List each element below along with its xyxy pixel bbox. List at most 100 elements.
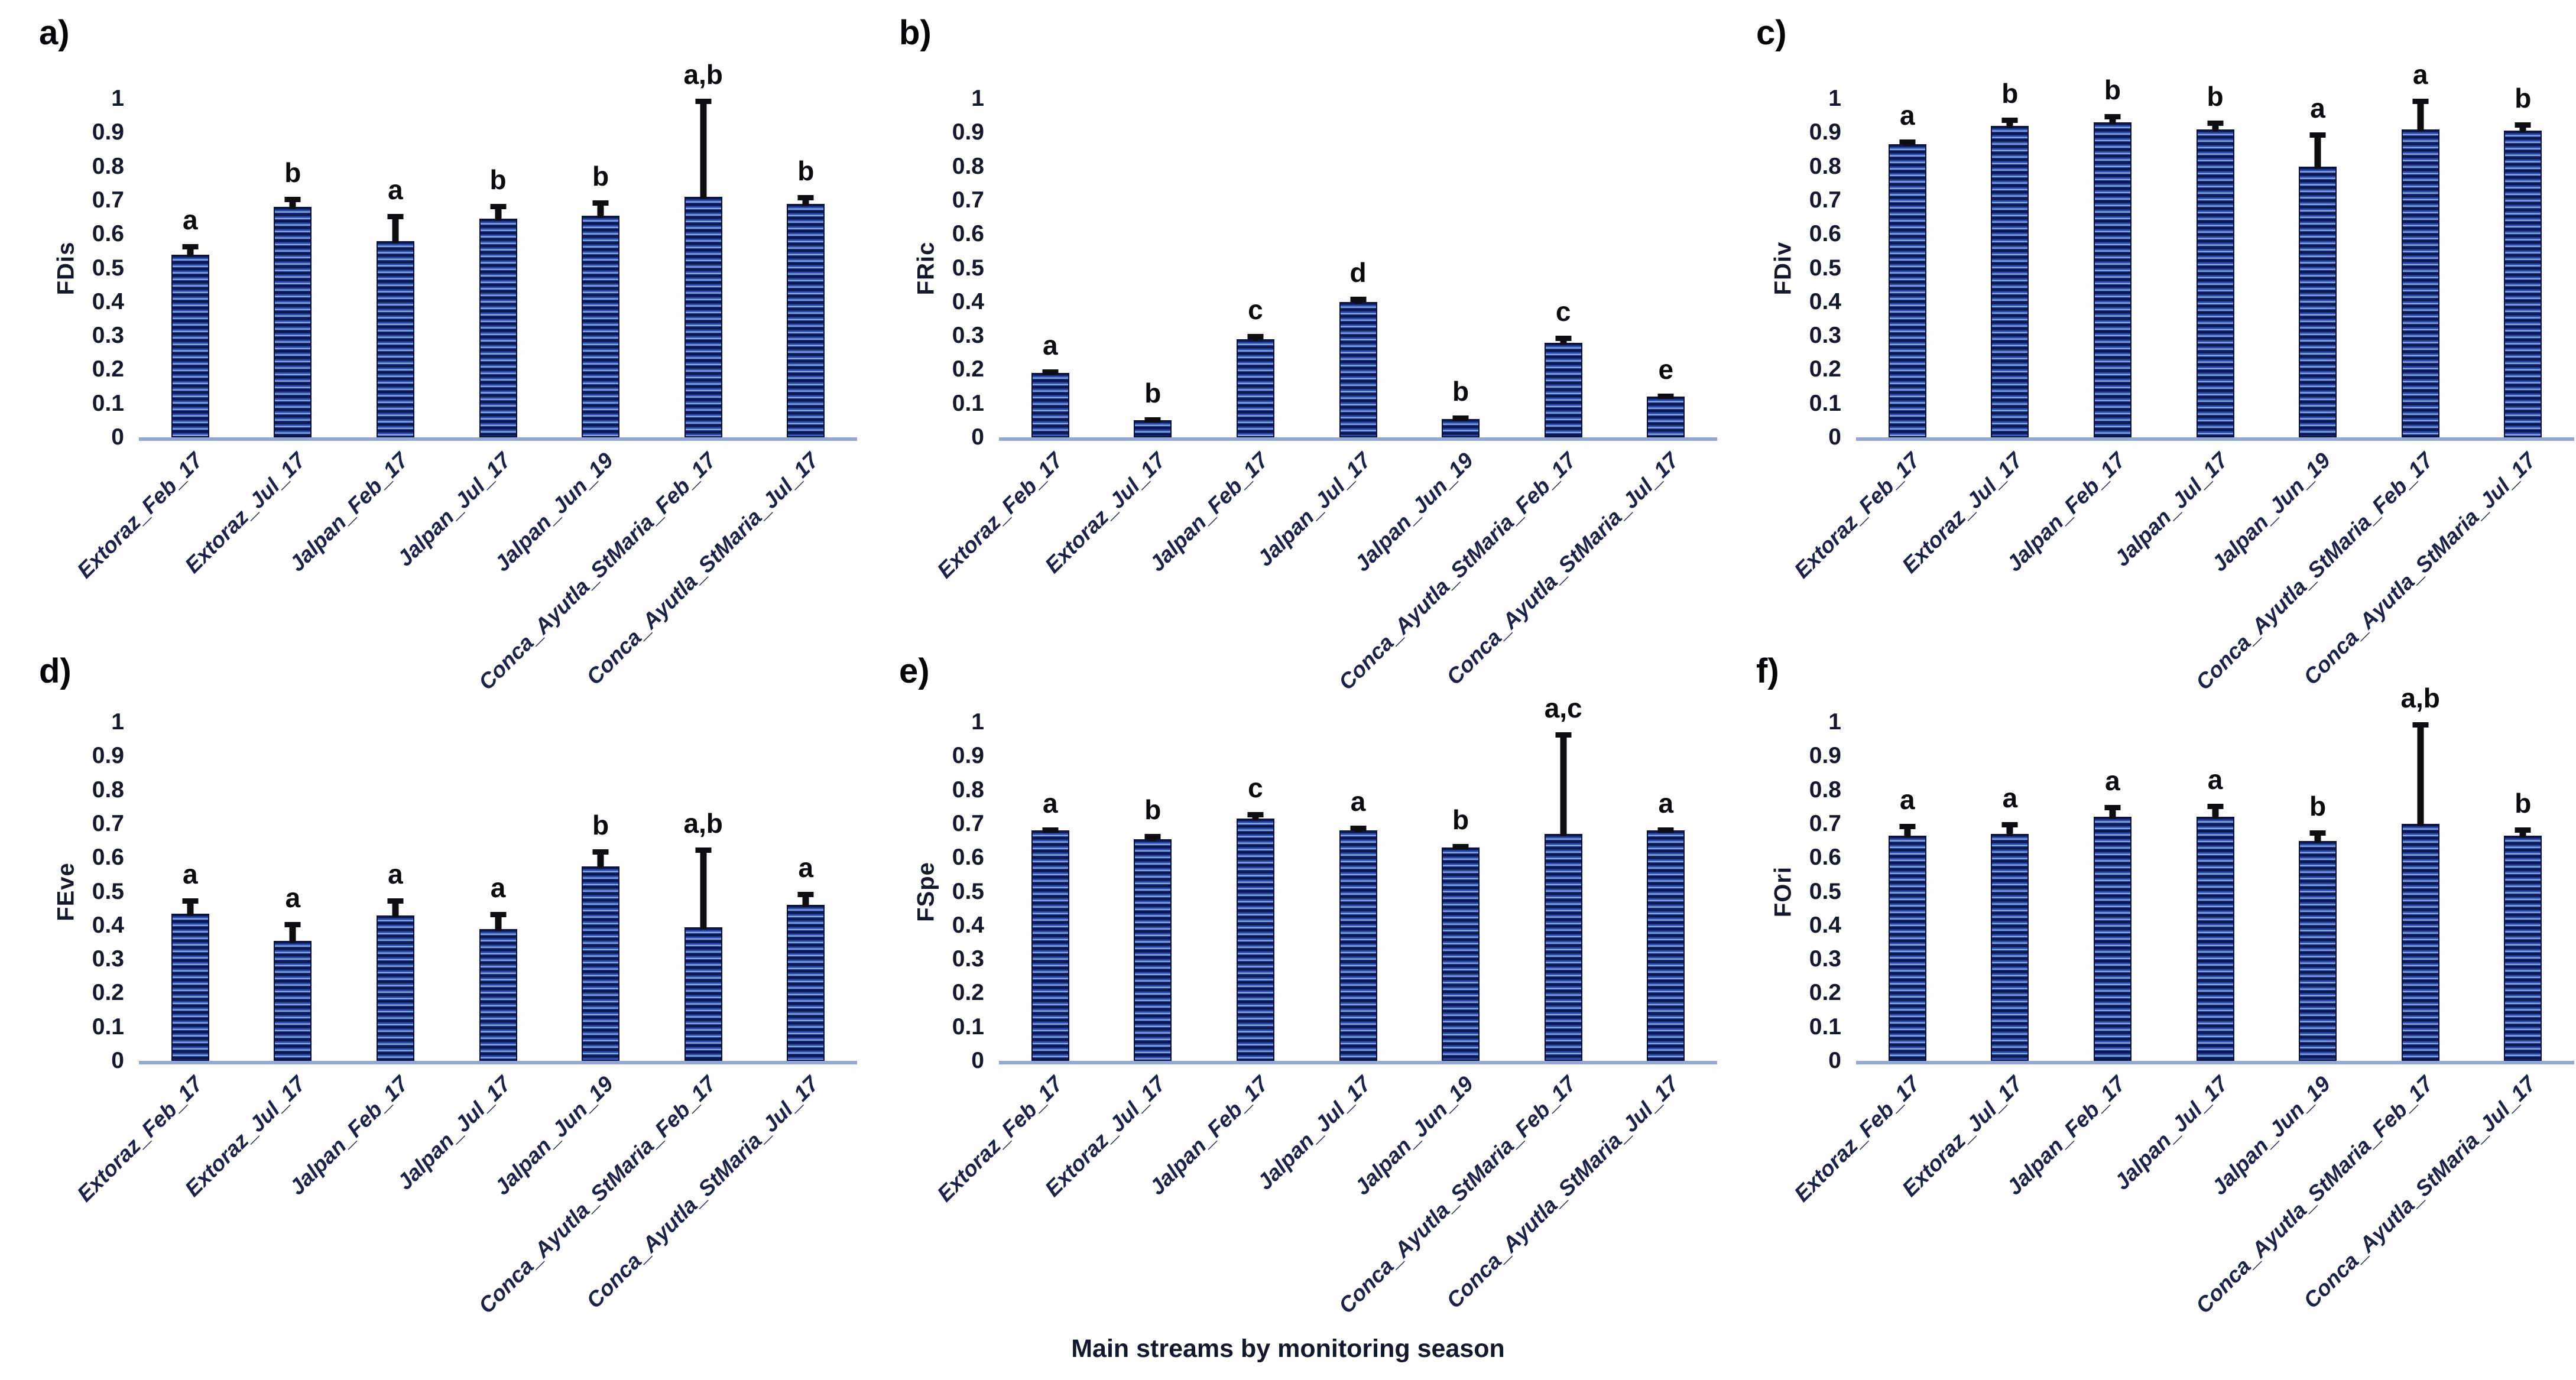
error-bar-line bbox=[289, 197, 296, 209]
y-tick-label: 1 bbox=[1828, 86, 1841, 111]
bar bbox=[1339, 301, 1377, 437]
y-tick-label: 0.1 bbox=[952, 390, 984, 416]
bar bbox=[1991, 834, 2029, 1061]
y-tick-label: 0.5 bbox=[92, 255, 124, 281]
y-tick-label: 0.9 bbox=[952, 743, 984, 769]
bar-group: a Jalpan_Jun_19 bbox=[2207, 95, 2369, 576]
bar-group: a Extoraz_Jul_17 bbox=[180, 722, 345, 1202]
bar bbox=[684, 197, 722, 437]
bar-group: a,c Conca_Ayutla_StMaria_Feb_17 bbox=[1334, 694, 1615, 1318]
y-tick-label: 0.7 bbox=[92, 810, 124, 836]
y-tick-label: 0.3 bbox=[952, 946, 984, 972]
error-bar-cap bbox=[2515, 827, 2531, 833]
bar-group: d Jalpan_Jul_17 bbox=[1253, 99, 1410, 571]
significance-letter: c bbox=[1248, 294, 1263, 326]
panel-letter: e) bbox=[899, 652, 930, 690]
y-tick-label: 0 bbox=[111, 424, 124, 450]
significance-letter: c bbox=[1248, 772, 1263, 803]
error-bar-cap bbox=[1042, 369, 1059, 375]
bar-group: a Conca_Ayutla_StMaria_Jul_17 bbox=[1442, 722, 1717, 1313]
error-bar-line bbox=[495, 911, 502, 931]
error-bar-line bbox=[187, 244, 194, 256]
y-tick-label: 0.9 bbox=[952, 119, 984, 145]
y-tick-label: 0.8 bbox=[92, 777, 124, 803]
significance-letter: b bbox=[2104, 74, 2121, 105]
significance-letter: a bbox=[2105, 765, 2120, 797]
panel-letter: d) bbox=[39, 652, 72, 690]
bar-group: a Jalpan_Feb_17 bbox=[284, 722, 447, 1200]
significance-letter: a bbox=[2002, 782, 2018, 814]
significance-letter: a bbox=[1899, 99, 1915, 131]
error-bar-cap bbox=[2104, 805, 2121, 811]
bar bbox=[274, 207, 312, 437]
bar-group: b Jalpan_Jul_17 bbox=[392, 99, 550, 571]
error-bar-cap bbox=[1657, 827, 1674, 833]
error-bar-line bbox=[597, 849, 604, 868]
bar-group: b Extoraz_Jul_17 bbox=[1897, 80, 2062, 578]
error-bar-cap bbox=[592, 849, 609, 855]
bar bbox=[2299, 166, 2337, 437]
bar bbox=[1888, 835, 1926, 1061]
significance-letter: b bbox=[1452, 375, 1469, 407]
error-bar-line bbox=[700, 848, 707, 929]
significance-letter: b bbox=[284, 157, 301, 189]
bar-group: c Conca_Ayutla_StMaria_Feb_17 bbox=[1334, 99, 1615, 694]
y-tick-label: 0.6 bbox=[92, 221, 124, 247]
error-bar-line bbox=[392, 213, 399, 243]
significance-letter: b bbox=[1144, 794, 1162, 826]
significance-letter: a bbox=[285, 882, 301, 914]
significance-letter: b bbox=[592, 160, 609, 191]
bar bbox=[1031, 373, 1069, 437]
significance-letter: b bbox=[2515, 787, 2532, 819]
y-tick-label: 0.2 bbox=[952, 980, 984, 1006]
y-tick-label: 0.9 bbox=[1809, 743, 1841, 769]
error-bar-cap bbox=[490, 203, 507, 209]
error-bar-cap bbox=[490, 911, 507, 917]
bar-group: a,b Conca_Ayutla_StMaria_Feb_17 bbox=[473, 61, 755, 694]
y-tick-label: 0.9 bbox=[1809, 119, 1841, 145]
y-tick-label: 0 bbox=[971, 424, 984, 450]
significance-letter: a bbox=[2310, 93, 2325, 124]
y-tick-label: 0.3 bbox=[1809, 323, 1841, 349]
y-tick-label: 1 bbox=[971, 86, 984, 111]
bar-group: b Extoraz_Jul_17 bbox=[1040, 99, 1205, 578]
error-bar-cap bbox=[2309, 132, 2326, 138]
y-tick-label: 0.5 bbox=[92, 878, 124, 904]
bar-group: a Jalpan_Jul_17 bbox=[1253, 722, 1410, 1194]
y-tick-label: 0.6 bbox=[1809, 845, 1841, 871]
y-tick-label: 0 bbox=[971, 1048, 984, 1073]
significance-letter: a bbox=[182, 858, 198, 889]
error-bar-line bbox=[2314, 830, 2321, 843]
error-bar-cap bbox=[1042, 827, 1059, 833]
y-tick-label: 0.8 bbox=[92, 153, 124, 179]
significance-letter: c bbox=[1555, 296, 1571, 327]
significance-letter: a bbox=[798, 852, 814, 883]
error-bar-cap bbox=[182, 244, 199, 250]
error-bar-line bbox=[597, 200, 604, 217]
significance-letter: a bbox=[1042, 330, 1058, 361]
bar-group: c Jalpan_Feb_17 bbox=[1144, 722, 1307, 1200]
bar-group: a Extoraz_Feb_17 bbox=[1790, 722, 1959, 1206]
bar bbox=[1134, 420, 1172, 437]
error-bar-line bbox=[1904, 823, 1911, 837]
bar bbox=[582, 215, 620, 437]
bar-group: a Extoraz_Feb_17 bbox=[73, 722, 242, 1206]
bar bbox=[2504, 131, 2542, 437]
bar bbox=[2093, 122, 2131, 437]
significance-letter: a,b bbox=[683, 808, 723, 839]
y-tick-label: 0.8 bbox=[1809, 153, 1841, 179]
panel-b: b) FRic 1 0.9 0.8 0.7 0.6 0.5 0.4 0.3 0.2 0.1 0 a Exto… bbox=[860, 0, 1718, 756]
error-bar-cap bbox=[1899, 823, 1916, 829]
significance-letter: a,b bbox=[683, 59, 723, 90]
bar-group: a Extoraz_Jul_17 bbox=[1897, 722, 2062, 1202]
bar-group: b Jalpan_Jun_19 bbox=[2207, 722, 2369, 1200]
plot-area: a Extoraz_Feb_17 b Extoraz_Jul_17 c Jalpan_Fe… bbox=[933, 694, 1717, 1318]
error-bar-cap bbox=[1555, 336, 1572, 342]
error-bar-cap bbox=[797, 195, 814, 201]
bar bbox=[1544, 834, 1582, 1061]
significance-letter: b bbox=[1144, 377, 1162, 408]
y-tick-label: 0.4 bbox=[92, 912, 124, 938]
bar-group: a Jalpan_Jul_17 bbox=[392, 722, 550, 1194]
bar bbox=[171, 254, 209, 437]
